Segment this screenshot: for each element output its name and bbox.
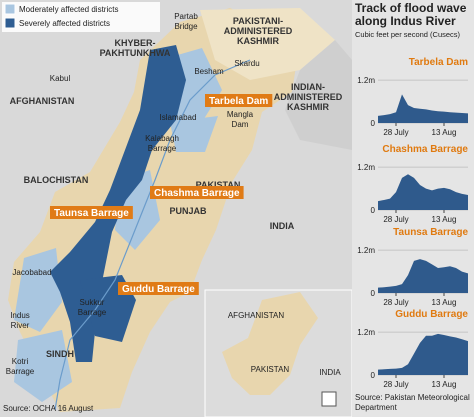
chart-title: Guddu Barrage — [395, 309, 468, 320]
barrage-box — [50, 206, 133, 219]
place-label: Kotri — [12, 357, 29, 366]
place-label: Skardu — [234, 59, 259, 68]
region-label: AFGHANISTAN — [10, 96, 75, 106]
inset-pakistan — [222, 292, 318, 395]
place-label: Mangla — [227, 110, 254, 119]
moderate-area — [170, 116, 218, 152]
chart-title: Taunsa Barrage — [393, 227, 468, 238]
region-label: SINDH — [46, 349, 74, 359]
moderate-area — [14, 248, 62, 332]
river — [54, 59, 251, 411]
inset-label: PAKISTAN — [251, 365, 290, 374]
moderate-area — [14, 330, 72, 402]
region-label: ADMINISTERED — [224, 26, 293, 36]
y-tick-label: 1.2m — [357, 246, 375, 255]
place-label: Partab — [174, 12, 198, 21]
inset-globe — [321, 391, 337, 407]
legend-label: Moderately affected districts — [19, 5, 118, 14]
flow-area — [378, 94, 468, 123]
legend-label: Severely affected districts — [19, 19, 110, 28]
barrage-box — [150, 186, 244, 199]
region-label: ADMINISTERED — [274, 92, 343, 102]
place-label: Kalabagh — [145, 134, 179, 143]
place-label: River — [11, 321, 30, 330]
barrage-box — [205, 94, 273, 107]
x-tick-label: 28 July — [383, 298, 408, 307]
region-label: KHYBER- — [114, 38, 155, 48]
place-label: Sukkur — [80, 298, 105, 307]
place-label: Kabul — [50, 74, 71, 83]
place-label: Barrage — [78, 308, 107, 317]
barrage-label: Tarbela Dam — [209, 96, 268, 107]
barrage-label: Chashma Barrage — [154, 188, 240, 199]
legend-swatch — [4, 3, 16, 15]
y-tick-label: 1.2m — [357, 328, 375, 337]
barrage-box — [118, 282, 199, 295]
chart-panel-source: Source: Pakistan Meteorological Departme… — [355, 393, 470, 412]
x-tick-label: 28 July — [383, 380, 408, 389]
chart-panel-subtitle: Cubic feet per second (Cusecs) — [355, 30, 461, 39]
region-label: INDIAN- — [291, 82, 325, 92]
y-tick-label: 0 — [371, 289, 376, 298]
x-tick-label: 13 Aug — [432, 380, 457, 389]
place-label: Dam — [232, 120, 249, 129]
x-tick-label: 13 Aug — [432, 128, 457, 137]
region-label: PUNJAB — [169, 206, 207, 216]
place-label: Indus — [10, 311, 30, 320]
flow-area — [378, 333, 468, 375]
y-tick-label: 0 — [371, 206, 376, 215]
kashmir-pak — [200, 8, 335, 80]
place-label: Besham — [194, 67, 224, 76]
inset-label: AFGHANISTAN — [228, 311, 285, 320]
x-tick-label: 13 Aug — [432, 215, 457, 224]
x-tick-label: 28 July — [383, 215, 408, 224]
y-tick-label: 1.2m — [357, 163, 375, 172]
inset-label: INDIA — [319, 368, 341, 377]
region-label: INDIA — [270, 221, 295, 231]
kashmir-ind — [285, 40, 352, 150]
region-label: PAKISTANI- — [233, 16, 283, 26]
chart-title: Tarbela Dam — [409, 57, 468, 68]
chart-title: Chashma Barrage — [382, 144, 468, 155]
legend-box — [2, 2, 160, 32]
place-label: Islamabad — [160, 113, 197, 122]
legend-swatch — [4, 17, 16, 29]
region-label: PAKISTAN — [196, 180, 241, 190]
map-source: Source: OCHA 16 August — [3, 404, 94, 413]
flow-area — [378, 259, 468, 293]
barrage-label: Guddu Barrage — [122, 284, 195, 295]
y-tick-label: 0 — [371, 371, 376, 380]
x-tick-label: 13 Aug — [432, 298, 457, 307]
x-tick-label: 28 July — [383, 128, 408, 137]
place-label: Barrage — [6, 367, 35, 376]
region-label: PAKHTUNKHWA — [100, 48, 171, 58]
y-tick-label: 0 — [371, 119, 376, 128]
place-label: Bridge — [174, 22, 198, 31]
region-label: BALOCHISTAN — [24, 175, 89, 185]
y-tick-label: 1.2m — [357, 76, 375, 85]
chart-panel-title: Track of flood wave along Indus River — [355, 1, 467, 28]
place-label: Barrage — [148, 144, 177, 153]
barrage-label: Taunsa Barrage — [54, 208, 129, 219]
flow-area — [378, 174, 468, 210]
region-label: KASHMIR — [237, 36, 279, 46]
region-label: KASHMIR — [287, 102, 329, 112]
place-label: Jacobabad — [12, 268, 51, 277]
